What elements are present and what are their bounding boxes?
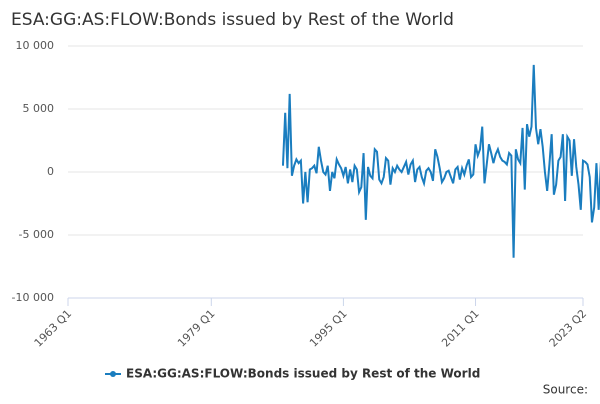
y-tick-label: 10 000 (16, 39, 55, 52)
x-tick-label: 1963 Q1 (32, 307, 75, 350)
line (281, 64, 600, 258)
x-tick-label: 1979 Q1 (175, 307, 218, 350)
y-tick-label: -10 000 (12, 291, 54, 304)
x-tick-label: 2011 Q1 (439, 307, 482, 350)
y-tick-label: 5 000 (23, 102, 55, 115)
source: Source: (543, 383, 588, 397)
x-tick-label: 1995 Q1 (307, 307, 350, 350)
legend-label: ESA:GG:AS:FLOW:Bonds issued by Rest of t… (126, 367, 480, 381)
x-tick-label: 2023 Q2 (547, 307, 590, 350)
chart-title: ESA:GG:AS:FLOW:Bonds issued by Rest of t… (11, 10, 454, 30)
legend-marker (110, 371, 116, 377)
y-tick-label: 0 (47, 165, 54, 178)
y-tick-label: -5 000 (19, 228, 54, 241)
